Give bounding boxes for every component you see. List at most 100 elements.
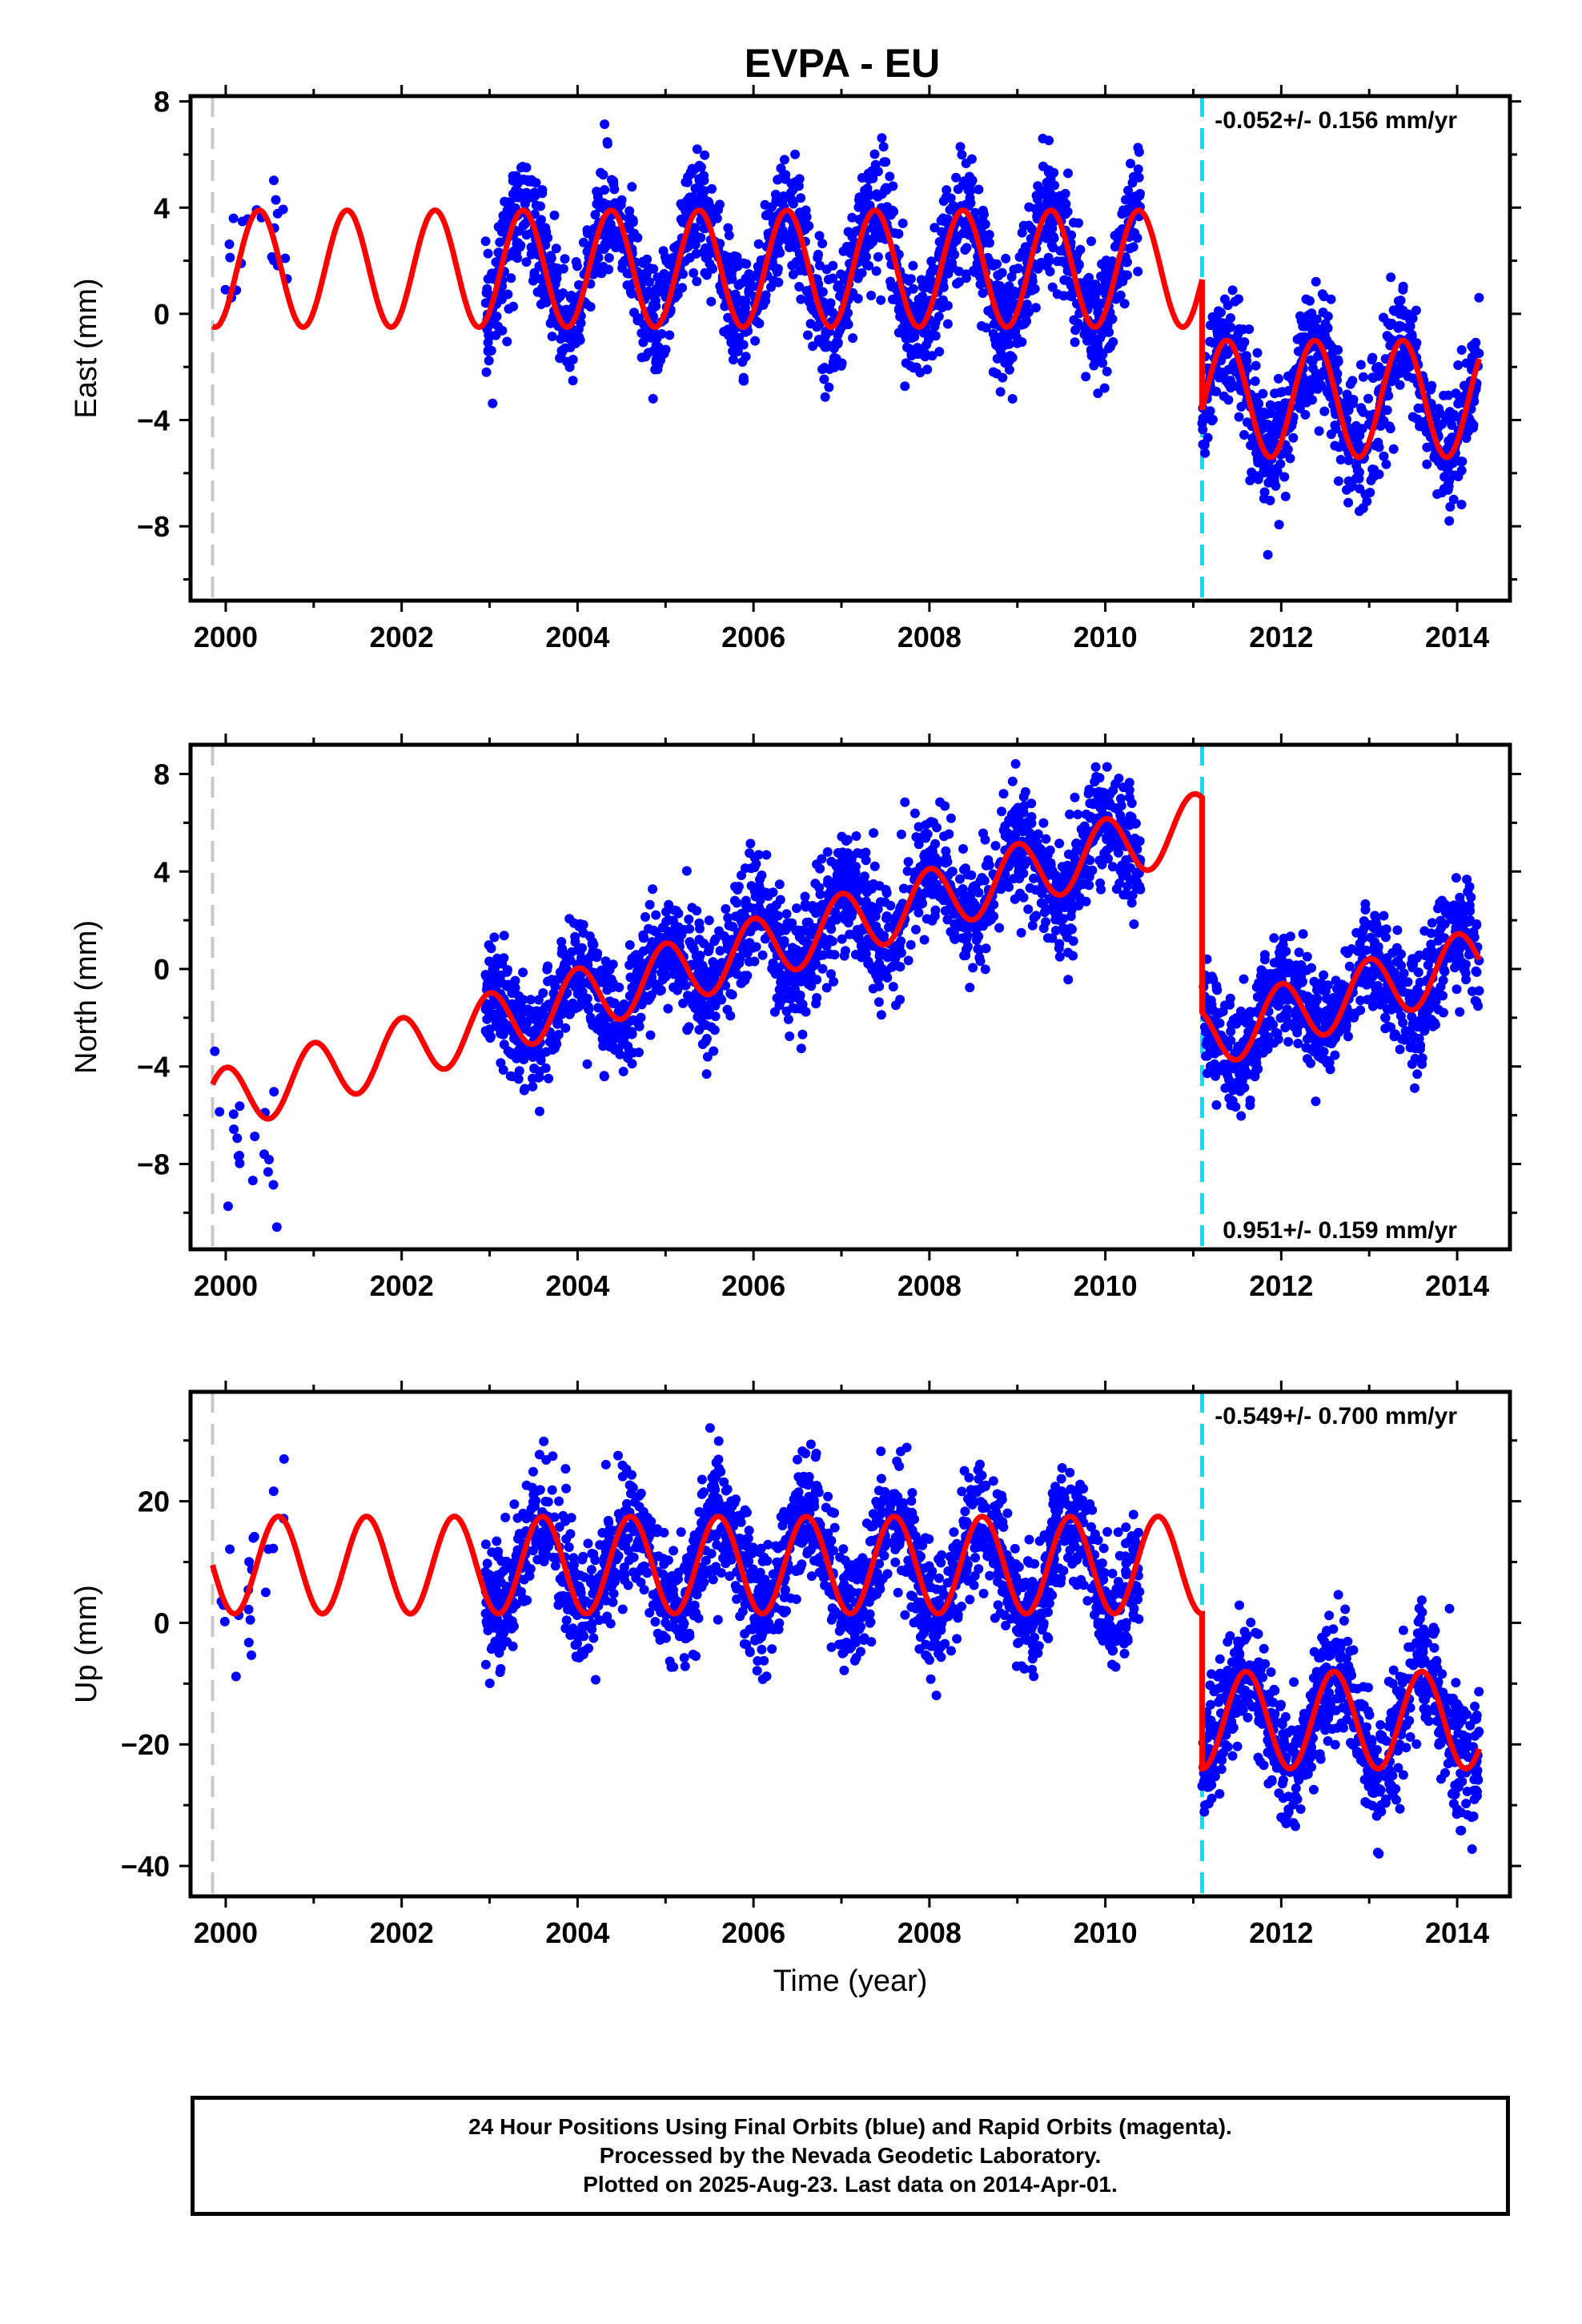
observation-point [805, 927, 815, 937]
observation-point [826, 918, 836, 928]
observation-point [571, 257, 581, 267]
observation-point [1002, 877, 1012, 887]
observation-point [994, 923, 1005, 933]
observation-point [1347, 376, 1358, 386]
observation-point [487, 268, 497, 279]
observation-point [503, 979, 513, 990]
observation-point [613, 1043, 624, 1054]
observation-point [1445, 501, 1456, 512]
observation-point [224, 239, 235, 249]
observation-point [1126, 898, 1137, 908]
observation-point [599, 1071, 609, 1081]
observation-point [885, 171, 895, 182]
observation-point [938, 295, 948, 305]
observation-point [609, 184, 620, 195]
observation-point [828, 260, 838, 271]
observation-point [851, 831, 861, 841]
observation-point [1076, 895, 1086, 906]
observation-point [821, 342, 832, 352]
observation-point [955, 874, 965, 884]
observation-point [1234, 412, 1244, 422]
observation-point [847, 231, 857, 242]
observation-point [873, 997, 884, 1007]
observation-point [1094, 855, 1105, 866]
observation-point [925, 818, 935, 828]
observation-point [864, 260, 874, 271]
observation-point [853, 293, 863, 304]
observation-point [853, 268, 864, 279]
observation-point [706, 1022, 717, 1032]
observation-point [1468, 340, 1479, 350]
observation-point [708, 957, 718, 967]
observation-point [737, 870, 746, 880]
observation-point [630, 951, 640, 961]
observation-point [1379, 416, 1389, 426]
observation-point [1234, 324, 1244, 334]
observation-point [707, 183, 717, 194]
observation-point [512, 253, 523, 263]
observation-point [572, 989, 583, 999]
observation-point [909, 808, 920, 818]
observation-point [481, 367, 492, 377]
observation-point [1216, 328, 1226, 339]
observation-point [806, 981, 817, 991]
observation-point [958, 898, 969, 908]
observation-point [648, 393, 658, 404]
observation-point [860, 903, 870, 914]
observation-point [893, 909, 903, 919]
observation-point [271, 1222, 282, 1232]
observation-point [723, 312, 733, 323]
observation-point [1134, 881, 1145, 891]
observation-point [596, 268, 607, 279]
observation-point [1129, 171, 1138, 182]
observation-point [737, 908, 747, 919]
observation-point [568, 376, 578, 386]
observation-point [1250, 376, 1260, 386]
observation-point [895, 995, 905, 1005]
observation-point [533, 995, 544, 1005]
observation-point [220, 284, 231, 295]
observation-point [942, 185, 952, 195]
observation-point [1453, 360, 1464, 370]
observation-point [640, 912, 650, 922]
observation-point [1024, 202, 1034, 212]
observation-point [915, 308, 926, 319]
observation-point [1033, 829, 1043, 839]
observation-point [970, 207, 980, 218]
observation-point [1118, 866, 1129, 876]
observation-point [870, 159, 881, 170]
observation-point [571, 338, 581, 348]
observation-point [1066, 898, 1077, 908]
observation-point [1356, 403, 1367, 413]
observation-point [874, 881, 885, 891]
observation-point [992, 259, 1002, 269]
observation-point [508, 999, 517, 1009]
observation-point [1096, 348, 1106, 358]
observation-point [908, 260, 918, 271]
observation-point [853, 934, 864, 944]
observation-point [955, 142, 966, 152]
observation-point [685, 192, 695, 203]
observation-point [969, 899, 979, 909]
observation-point [1363, 393, 1373, 404]
observation-point [745, 938, 755, 948]
observation-point [1264, 436, 1275, 447]
observation-point [972, 923, 982, 934]
panel-east: 2000 2002 2004 2006 2008 2010 2012 2014−8−4048E… [70, 85, 1521, 653]
observation-point [1374, 442, 1384, 452]
x-tick-label: 2010 [1074, 621, 1138, 653]
observation-point [1110, 841, 1121, 851]
observation-point [1253, 474, 1263, 485]
observation-point [1110, 242, 1120, 252]
observation-point [1057, 862, 1067, 872]
observation-point [1316, 380, 1327, 391]
observation-point [1251, 360, 1261, 371]
observation-point [232, 1133, 243, 1144]
observation-point [918, 328, 929, 338]
observation-point [829, 344, 839, 354]
observation-point [930, 838, 941, 849]
observation-point [795, 265, 805, 275]
observation-point [503, 1046, 513, 1056]
observation-point [942, 915, 953, 925]
observation-point [1398, 284, 1408, 295]
